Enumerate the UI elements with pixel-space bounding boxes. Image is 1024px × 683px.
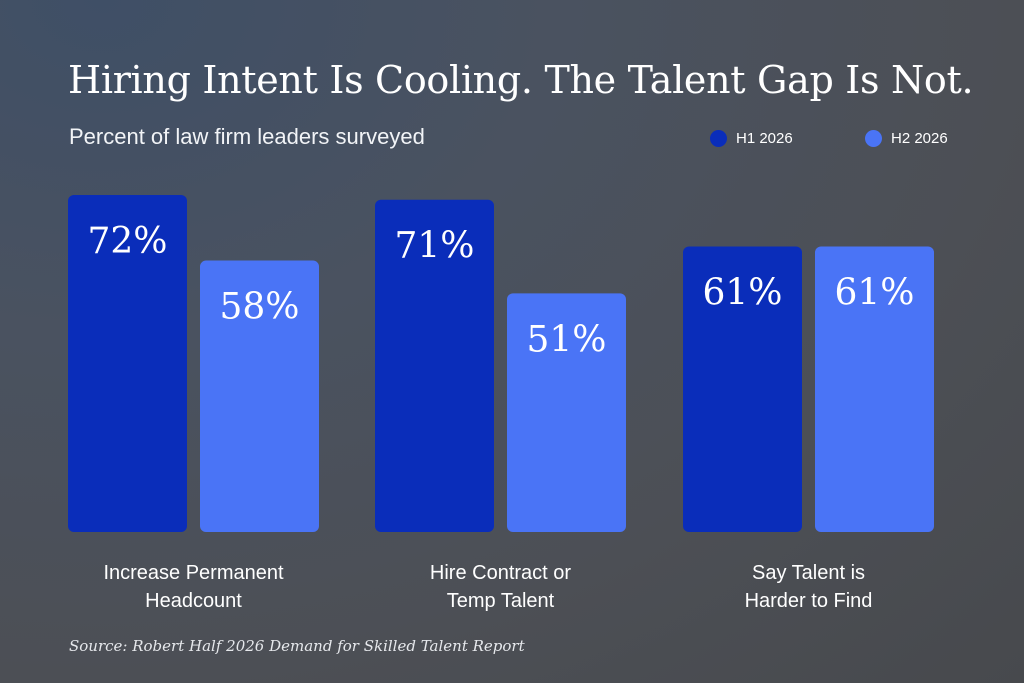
category-label: Increase Permanent [103,562,284,584]
category-label: Hire Contract or [430,562,571,584]
bar-value-label: 61% [834,273,914,314]
legend-swatch-h2 [865,130,882,147]
bar-value-label: 61% [702,273,782,314]
source-note: Source: Robert Half 2026 Demand for Skil… [69,637,525,655]
chart-title: Hiring Intent Is Cooling. The Talent Gap… [68,58,974,102]
bar-h2-2 [507,293,626,532]
legend-item-h2: H2 2026 [865,130,948,147]
bar-value-label: 51% [526,319,606,360]
bar-h1-3 [683,246,802,532]
legend-label-h1: H1 2026 [736,130,793,147]
legend-label-h2: H2 2026 [891,130,948,147]
category-label: Temp Talent [447,590,555,612]
bar-h2-3 [815,246,934,532]
bar-h2-1 [200,260,319,532]
category-label: Headcount [145,590,242,612]
bar-value-label: 71% [394,226,474,267]
category-label: Say Talent is [752,562,865,584]
chart-subtitle: Percent of law firm leaders surveyed [69,124,425,149]
legend-item-h1: H1 2026 [710,130,793,147]
bar-value-label: 72% [87,221,167,262]
bar-h1-1 [68,195,187,533]
bar-h1-2 [375,199,494,532]
bar-value-label: 58% [219,287,299,328]
legend-swatch-h1 [710,130,727,147]
category-label: Harder to Find [745,590,873,612]
